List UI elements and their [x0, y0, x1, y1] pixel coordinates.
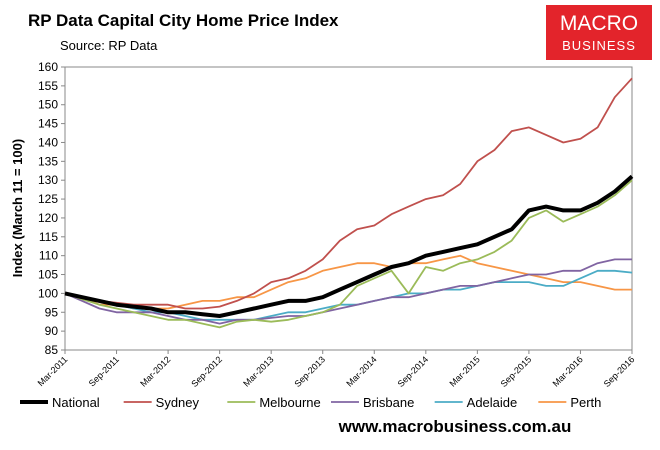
- y-tick-label: 120: [38, 211, 58, 225]
- logo-text: BUSINESS: [562, 38, 636, 53]
- y-tick-label: 135: [38, 154, 58, 168]
- x-tick-label: Mar-2014: [344, 354, 378, 388]
- y-tick-label: 150: [38, 98, 58, 112]
- x-tick-label: Mar-2013: [241, 354, 275, 388]
- x-tick-label: Sep-2014: [396, 354, 431, 389]
- x-tick-label: Sep-2012: [189, 354, 224, 389]
- y-tick-label: 145: [38, 117, 58, 131]
- series-line: [64, 258, 632, 325]
- legend-label: National: [52, 395, 100, 410]
- y-tick-label: 115: [39, 230, 58, 244]
- x-tick-label: Sep-2016: [602, 354, 637, 389]
- chart-subtitle: Source: RP Data: [60, 38, 158, 53]
- y-tick-label: 125: [38, 192, 58, 206]
- series-line: [64, 77, 633, 310]
- legend-label: Melbourne: [259, 395, 320, 410]
- plot-frame: [64, 66, 633, 351]
- series-line: [64, 254, 632, 310]
- y-tick-label: 90: [45, 324, 59, 338]
- y-tick-label: 110: [39, 249, 58, 263]
- y-axis-label: Index (March 11 = 100): [10, 139, 25, 277]
- logo-box: [546, 5, 652, 60]
- y-tick-label: 140: [38, 135, 58, 149]
- series-line: [64, 179, 633, 329]
- y-tick-label: 95: [45, 305, 59, 319]
- chart-title: RP Data Capital City Home Price Index: [28, 11, 339, 30]
- legend-label: Perth: [570, 395, 601, 410]
- y-tick-label: 105: [38, 268, 58, 282]
- legend-label: Sydney: [156, 395, 200, 410]
- legend-label: Brisbane: [363, 395, 414, 410]
- footer: www.macrobusiness.com.au: [338, 417, 572, 436]
- x-tick-label: Sep-2013: [292, 354, 327, 389]
- series-line: [64, 174, 634, 318]
- x-tick-label: Sep-2011: [87, 354, 121, 388]
- x-tick-label: Mar-2015: [447, 354, 481, 388]
- legend-label: Adelaide: [467, 395, 518, 410]
- y-tick-label: 130: [38, 173, 58, 187]
- y-tick-label: 155: [38, 79, 58, 93]
- x-tick-label: Sep-2015: [499, 354, 534, 389]
- x-tick-label: Mar-2012: [138, 354, 172, 388]
- logo-text: MACRO: [560, 12, 638, 35]
- y-tick-label: 100: [38, 286, 58, 300]
- x-tick-label: Mar-2011: [36, 354, 70, 388]
- y-tick-label: 85: [45, 343, 59, 357]
- x-tick-label: Mar-2016: [551, 354, 585, 388]
- y-tick-label: 160: [38, 60, 58, 74]
